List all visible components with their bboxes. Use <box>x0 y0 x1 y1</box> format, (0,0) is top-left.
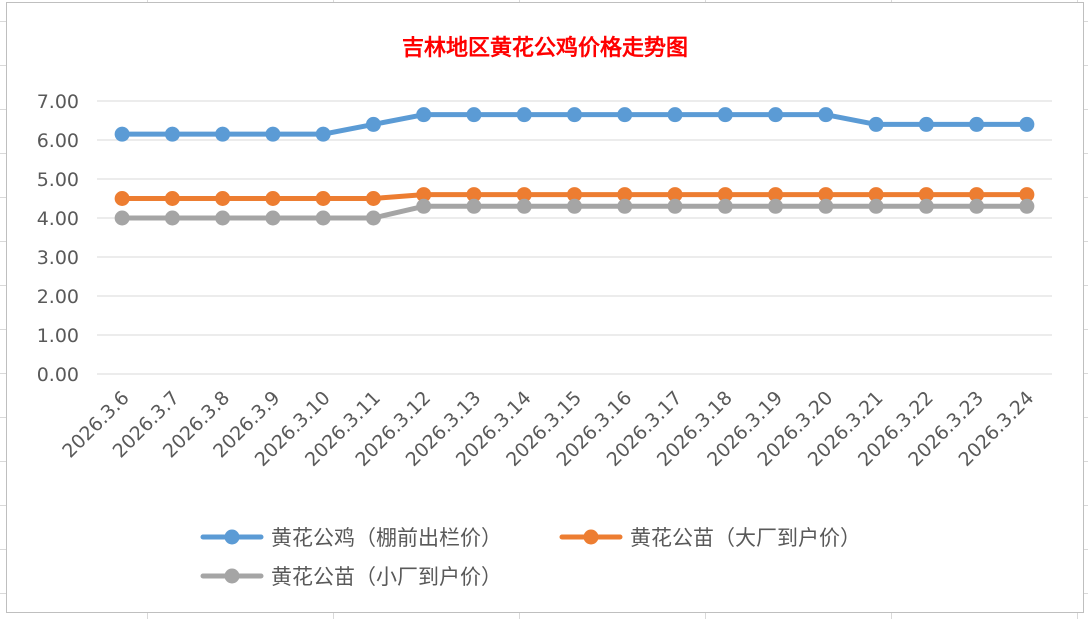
series-3 <box>114 198 1035 226</box>
data-point <box>114 210 130 226</box>
data-point <box>567 198 582 214</box>
y-tick-label: 3.00 <box>37 247 79 269</box>
data-point <box>768 187 784 203</box>
data-point <box>918 187 934 203</box>
data-point <box>365 191 381 206</box>
data-point <box>516 187 532 203</box>
data-point <box>1019 116 1035 132</box>
data-point <box>265 126 281 142</box>
data-point <box>918 198 934 214</box>
data-point <box>164 126 180 142</box>
data-point <box>315 210 331 226</box>
series-layer <box>114 107 1035 226</box>
data-point <box>818 187 834 203</box>
data-point <box>365 116 381 132</box>
data-point <box>215 210 231 226</box>
data-point <box>466 107 482 123</box>
data-point <box>1019 187 1035 203</box>
data-point <box>215 126 231 142</box>
data-point <box>265 210 281 226</box>
data-point <box>365 210 381 226</box>
chart-frame: 吉林地区黄花公鸡价格走势图 0.00 1.00 2.00 3.00 4.00 5.00 6.… <box>6 2 1084 613</box>
data-point <box>567 187 582 203</box>
data-point <box>617 187 633 203</box>
series-1 <box>114 107 1035 142</box>
data-point <box>717 107 733 123</box>
legend-label: 黄花公鸡（棚前出栏价） <box>271 526 502 550</box>
data-point <box>868 116 884 132</box>
data-point <box>466 187 482 203</box>
y-tick-label: 7.00 <box>37 91 79 113</box>
legend-marker <box>224 568 240 584</box>
data-point <box>315 126 331 142</box>
legend-entry: 黄花公鸡（棚前出栏价） <box>200 526 502 550</box>
legend-marker <box>224 529 240 545</box>
series-2 <box>114 187 1035 206</box>
line-chart: 吉林地区黄花公鸡价格走势图 0.00 1.00 2.00 3.00 4.00 5.00 6.… <box>37 35 1052 589</box>
data-point <box>818 107 834 123</box>
chart-title: 吉林地区黄花公鸡价格走势图 <box>402 35 688 61</box>
data-point <box>516 107 532 123</box>
data-point <box>667 187 683 203</box>
legend-marker <box>583 529 599 545</box>
data-point <box>818 198 834 214</box>
data-point <box>969 116 985 132</box>
data-point <box>164 210 180 226</box>
data-point <box>265 191 281 206</box>
data-point <box>1019 198 1035 214</box>
data-point <box>667 107 683 123</box>
data-point <box>667 198 683 214</box>
data-point <box>315 191 331 206</box>
data-point <box>969 198 985 214</box>
y-axis-ticks: 0.00 1.00 2.00 3.00 4.00 5.00 6.00 7.00 <box>37 91 79 386</box>
data-point <box>416 187 432 203</box>
y-tick-label: 0.00 <box>37 364 79 386</box>
data-point <box>868 187 884 203</box>
data-point <box>617 107 633 123</box>
legend-label: 黄花公苗（小厂到户价） <box>271 565 502 589</box>
legend-entry: 黄花公苗（小厂到户价） <box>200 565 502 589</box>
y-tick-label: 4.00 <box>37 208 79 230</box>
data-point <box>969 187 985 203</box>
data-point <box>717 198 733 214</box>
x-axis-ticks: 2026.3.62026.3.72026.3.82026.3.92026.3.1… <box>58 387 1038 471</box>
data-point <box>215 191 231 206</box>
data-point <box>768 198 784 214</box>
data-point <box>164 191 180 206</box>
data-point <box>768 107 784 123</box>
y-tick-label: 1.00 <box>37 325 79 347</box>
y-tick-label: 6.00 <box>37 130 79 152</box>
legend-entry: 黄花公苗（大厂到户价） <box>559 526 861 550</box>
data-point <box>717 187 733 203</box>
gridlines <box>97 100 1052 375</box>
data-point <box>416 107 432 123</box>
data-point <box>466 198 482 214</box>
data-point <box>416 198 432 214</box>
data-point <box>567 107 582 123</box>
data-point <box>114 191 130 206</box>
legend: 黄花公鸡（棚前出栏价） 黄花公苗（大厂到户价） 黄花公苗（小厂到户价） <box>200 526 861 589</box>
data-point <box>918 116 934 132</box>
y-tick-label: 5.00 <box>37 169 79 191</box>
data-point <box>868 198 884 214</box>
data-point <box>617 198 633 214</box>
y-tick-label: 2.00 <box>37 286 79 308</box>
data-point <box>114 126 130 142</box>
data-point <box>516 198 532 214</box>
legend-label: 黄花公苗（大厂到户价） <box>630 526 861 550</box>
